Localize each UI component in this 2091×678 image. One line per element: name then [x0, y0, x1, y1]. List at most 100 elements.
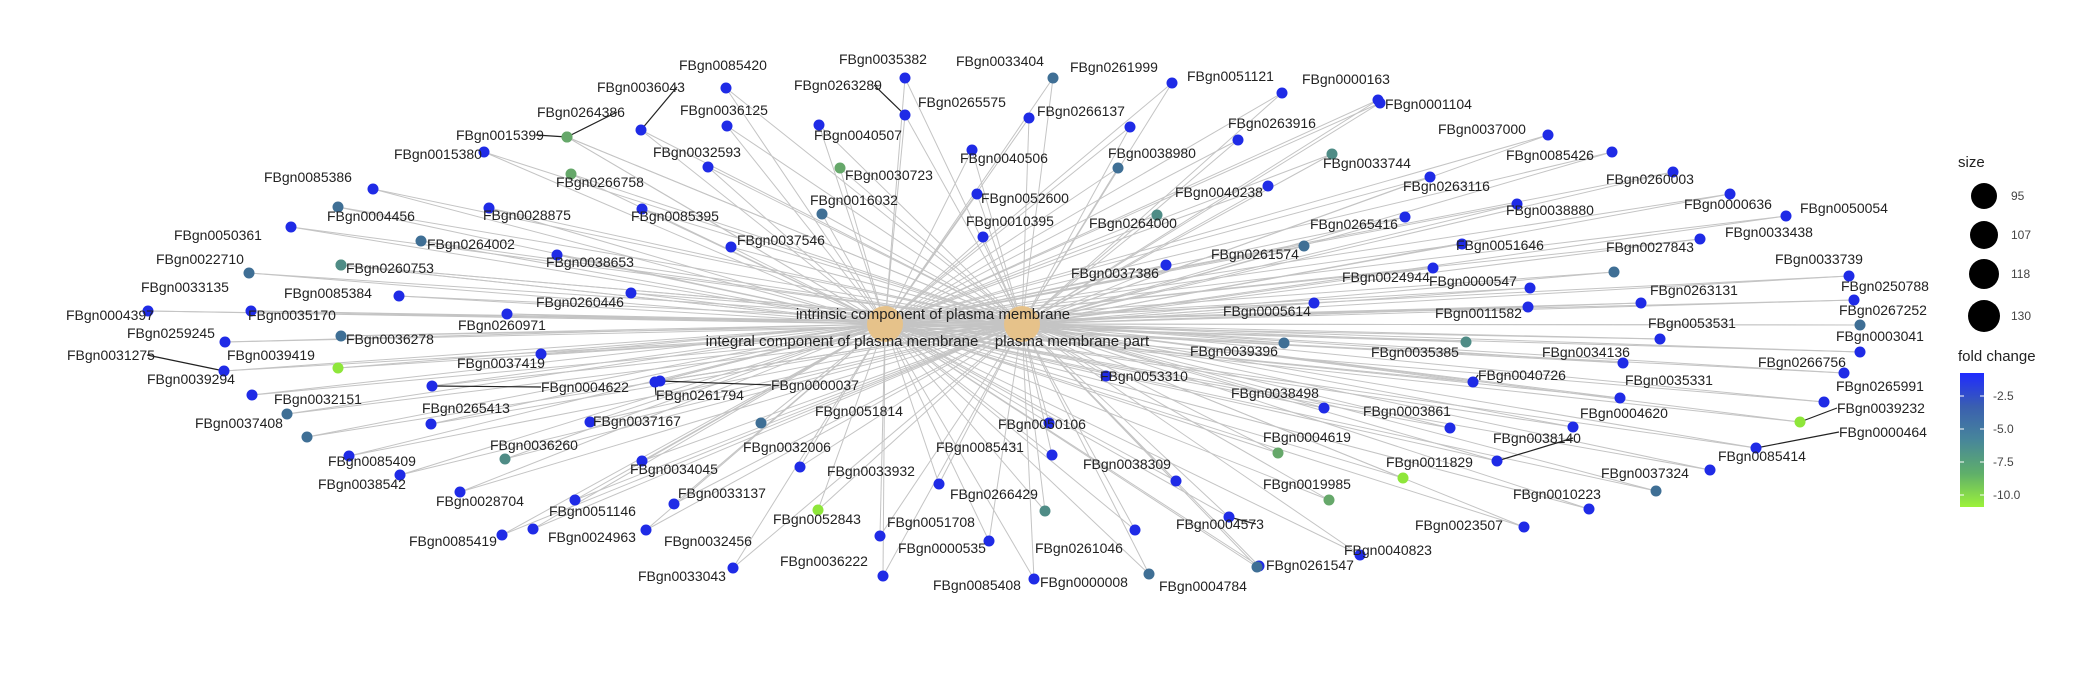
gene-node-fbgn0052600[interactable]	[971, 188, 983, 200]
gene-node-fbgn0015399[interactable]	[561, 131, 573, 143]
gene-node-fbgn0037408[interactable]	[301, 431, 313, 443]
gene-node-fbgn0003861[interactable]	[1444, 422, 1456, 434]
gene-node-fbgn0038309[interactable]	[1170, 475, 1182, 487]
gene-node-fbgn0265991[interactable]	[1818, 396, 1830, 408]
gene-node-fbgn0085414[interactable]	[1704, 464, 1716, 476]
gene-node-fbgn0040238[interactable]	[1262, 180, 1274, 192]
gene-node-fbgn0265575[interactable]	[1023, 112, 1035, 124]
gene-node-fbgn0033932[interactable]	[933, 478, 945, 490]
gene-node-fbgn0000464[interactable]	[1750, 442, 1762, 454]
gene-node-fbgn0004397[interactable]	[142, 305, 154, 317]
gene-node-fbgn0053310[interactable]	[1100, 370, 1112, 382]
gene-node-fbgn0011582[interactable]	[1522, 301, 1534, 313]
gene-node-fbgn0004619[interactable]	[1272, 447, 1284, 459]
gene-node-fbgn0035385[interactable]	[1460, 336, 1472, 348]
gene-node-fbgn0266429[interactable]	[1039, 505, 1051, 517]
gene-node-fbgn0033043[interactable]	[727, 562, 739, 574]
gene-node-fbgn0028875[interactable]	[483, 202, 495, 214]
gene-node-fbgn0038498[interactable]	[1318, 402, 1330, 414]
gene-node-fbgn0040506[interactable]	[966, 144, 978, 156]
gene-node-fbgn0000636[interactable]	[1724, 188, 1736, 200]
gene-node-fbgn0010223[interactable]	[1583, 503, 1595, 515]
gene-node-fbgn0037546[interactable]	[725, 241, 737, 253]
gene-node-fbgn0031275[interactable]	[218, 365, 230, 377]
gene-node-fbgn0085386[interactable]	[367, 183, 379, 195]
gene-node-fbgn0001104[interactable]	[1374, 97, 1386, 109]
gene-node-fbgn0035331[interactable]	[1614, 392, 1626, 404]
gene-node-fbgn0032456[interactable]	[640, 524, 652, 536]
gene-node-fbgn0085419[interactable]	[496, 529, 508, 541]
gene-node-fbgn0023507[interactable]	[1518, 521, 1530, 533]
gene-node-fbgn0033744[interactable]	[1326, 148, 1338, 160]
gene-node-fbgn0037167[interactable]	[584, 416, 596, 428]
gene-node-fbgn0004456[interactable]	[332, 201, 344, 213]
gene-node-fbgn0038542[interactable]	[394, 469, 406, 481]
gene-node-fbgn0085408[interactable]	[1028, 573, 1040, 585]
gene-node-fbgn0037000[interactable]	[1542, 129, 1554, 141]
gene-node-fbgn0260753[interactable]	[335, 259, 347, 271]
gene-node-fbgn0004573[interactable]	[1223, 511, 1235, 523]
gene-node-fbgn0019985[interactable]	[1323, 494, 1335, 506]
gene-node-fbgn0261574[interactable]	[1298, 240, 1310, 252]
gene-node-fbgn0030723[interactable]	[834, 162, 846, 174]
gene-node-fbgn0036043[interactable]	[635, 124, 647, 136]
gene-node-fbgn0263131[interactable]	[1635, 297, 1647, 309]
gene-node-fbgn0038880[interactable]	[1511, 198, 1523, 210]
gene-node-fbgn0263916[interactable]	[1232, 134, 1244, 146]
gene-node-fbgn0039396[interactable]	[1278, 337, 1290, 349]
gene-node-fbgn0085420[interactable]	[720, 82, 732, 94]
gene-node-fbgn0085426[interactable]	[1606, 146, 1618, 158]
gene-node-fbgn0037386[interactable]	[1160, 259, 1172, 271]
gene-node-fbgn0265416[interactable]	[1399, 211, 1411, 223]
gene-node-fbgn0005614[interactable]	[1308, 297, 1320, 309]
gene-node-fbgn0003041[interactable]	[1854, 346, 1866, 358]
gene-node-fbgn0266758[interactable]	[565, 168, 577, 180]
gene-node-fbgn0016032[interactable]	[816, 208, 828, 220]
gene-node-fbgn0004784[interactable]	[1251, 561, 1263, 573]
gene-node-fbgn0260446[interactable]	[625, 287, 637, 299]
term-node-membrane-part[interactable]	[1004, 306, 1040, 342]
gene-node-fbgn0033438[interactable]	[1694, 233, 1706, 245]
gene-node-fbgn0037324[interactable]	[1650, 485, 1662, 497]
gene-node-fbgn0051121[interactable]	[1276, 87, 1288, 99]
gene-node-fbgn0264002[interactable]	[415, 235, 427, 247]
gene-node-fbgn0038653[interactable]	[551, 249, 563, 261]
gene-node-fbgn0260003[interactable]	[1667, 166, 1679, 178]
gene-node-fbgn0051646[interactable]	[1456, 238, 1468, 250]
gene-node-fbgn0267252[interactable]	[1854, 319, 1866, 331]
gene-node-fbgn0010395[interactable]	[977, 231, 989, 243]
gene-node-fbgn0261046[interactable]	[1129, 524, 1141, 536]
gene-node-fbgn0034136[interactable]	[1617, 357, 1629, 369]
gene-node-fbgn0033739[interactable]	[1843, 270, 1855, 282]
gene-node-fbgn0033404[interactable]	[1047, 72, 1059, 84]
gene-node-fbgn0053531[interactable]	[1654, 333, 1666, 345]
gene-node-fbgn0000535[interactable]	[983, 535, 995, 547]
gene-node-fbgn0265413[interactable]	[425, 418, 437, 430]
gene-node-fbgn0050361[interactable]	[285, 221, 297, 233]
gene-node-fbgn0000547[interactable]	[1524, 282, 1536, 294]
gene-node-fbgn0035170[interactable]	[245, 305, 257, 317]
gene-node-fbgn0050054[interactable]	[1780, 210, 1792, 222]
gene-node-fbgn0032151[interactable]	[281, 408, 293, 420]
gene-node-fbgn0039294[interactable]	[246, 389, 258, 401]
gene-node-fbgn0263116[interactable]	[1424, 171, 1436, 183]
gene-node-fbgn0036260[interactable]	[499, 453, 511, 465]
gene-node-fbgn0052843[interactable]	[812, 504, 824, 516]
gene-node-fbgn0036222[interactable]	[877, 570, 889, 582]
gene-node-fbgn0039232[interactable]	[1794, 416, 1806, 428]
gene-node-fbgn0263289[interactable]	[899, 109, 911, 121]
gene-node-fbgn0051708[interactable]	[874, 530, 886, 542]
gene-node-fbgn0085431[interactable]	[1046, 449, 1058, 461]
gene-node-fbgn0040726[interactable]	[1467, 376, 1479, 388]
gene-node-fbgn0250788[interactable]	[1848, 294, 1860, 306]
gene-node-fbgn0033137[interactable]	[668, 498, 680, 510]
gene-node-fbgn0261794[interactable]	[649, 376, 661, 388]
gene-node-fbgn0040507[interactable]	[813, 119, 825, 131]
gene-node-fbgn0032593[interactable]	[702, 161, 714, 173]
gene-node-fbgn0004620[interactable]	[1567, 421, 1579, 433]
gene-node-fbgn0264000[interactable]	[1151, 209, 1163, 221]
gene-node-fbgn0085395[interactable]	[636, 203, 648, 215]
gene-node-fbgn0266756[interactable]	[1838, 367, 1850, 379]
gene-node-fbgn0004622[interactable]	[426, 380, 438, 392]
gene-node-fbgn0040823[interactable]	[1354, 549, 1366, 561]
